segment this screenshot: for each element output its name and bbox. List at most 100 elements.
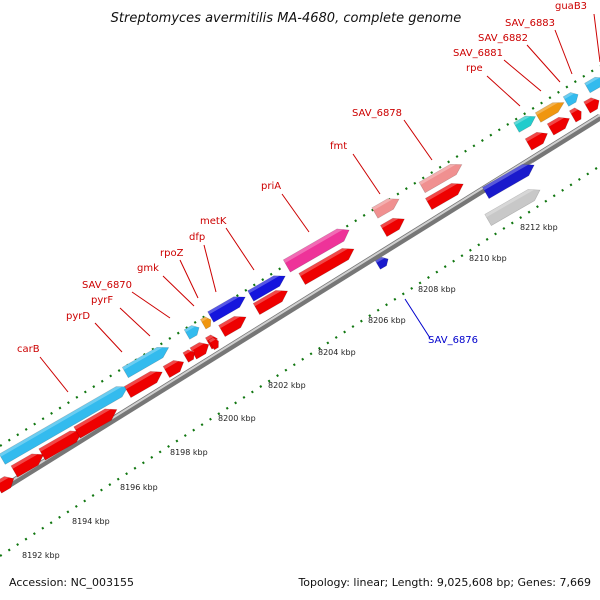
scale-tick-8196: 8196 kbp [120,483,158,492]
gene-gmk-shade [184,325,200,333]
label-leader-lines [39,13,600,393]
gene-forward-2 [38,430,83,461]
leader-SAV_6883 [554,29,573,75]
leader-SAV_6881 [503,59,542,92]
scale-tick-8202: 8202 kbp [268,381,306,390]
scale-tick-8198: 8198 kbp [170,448,208,457]
gene-guaB3-shade [584,77,600,86]
gene-rpe [513,115,536,133]
gene-SAV_6881 [534,102,565,123]
scale-tick-8194: 8194 kbp [72,517,110,526]
label-SAV_6876: SAV_6876 [428,335,478,346]
gene-forward-12 [424,183,464,211]
gene-forward-9-shade [253,288,288,307]
gene-metK2-blue [247,275,286,302]
gene-forward-small-b [208,337,219,351]
leader-gmk [162,275,195,307]
gene-forward-16 [583,97,600,114]
label-SAV_6883: SAV_6883 [505,18,555,29]
gene-forward-12-shade [425,181,464,202]
label-pyrF: pyrF [91,295,113,306]
lower-dotted-scale [0,165,600,557]
gene-metK-blue [207,296,246,323]
gene-reverse-blue-shade [482,162,535,191]
gene-forward-11-shade [380,216,405,229]
label-carB: carB [17,344,40,355]
gene-rpoZ [199,316,212,330]
gene-fmt-shade [371,196,400,211]
gene-forward-15 [568,107,582,123]
gene-forward-small-a [182,349,195,363]
scale-tick-labels: 8192 kbp 8194 kbp 8196 kbp 8198 kbp 8200 kbp… [22,223,558,560]
gene-forward-5-shade [163,359,184,370]
gene-SAV_6878 [418,163,463,194]
leader-SAV_6878 [403,119,433,161]
gene-forward-15-shade [569,107,582,114]
leader-SAV_6882 [526,44,561,83]
gene-forward-8-shade [218,314,247,329]
gene-reverse-grey [484,189,541,227]
gene-forward-5 [162,360,185,379]
gene-forward-14-shade [547,115,570,127]
scale-tick-8208: 8208 kbp [418,285,456,294]
scale-dotted-lines [0,65,600,557]
leader-fmt [352,153,381,195]
leader-priA [281,193,310,233]
gene-SAV_6878-shade [419,161,462,185]
gene-forward-10-shade [298,246,354,277]
gene-forward-7-shade [205,334,218,341]
label-pyrD: pyrD [66,311,90,322]
leader-guaB3 [593,13,600,63]
label-rpoZ: rpoZ [160,248,184,259]
label-gmk: gmk [137,263,159,274]
gene-forward-6 [189,342,210,360]
gene-forward-small-a-shade [182,349,195,356]
gene-carB [0,386,129,465]
gene-track [0,76,600,494]
accession-label: Accession: NC_003155 [9,576,134,589]
scale-tick-8206: 8206 kbp [368,316,406,325]
scale-tick-8204: 8204 kbp [318,348,356,357]
gene-pyrD-shade [122,344,169,370]
label-SAV_6882: SAV_6882 [478,33,528,44]
gene-forward-16-shade [583,97,600,105]
gene-forward-13-shade [525,130,548,142]
scale-tick-8212: 8212 kbp [520,223,558,232]
label-rpe: rpe [466,63,483,74]
gene-SAV_6876-shade [375,256,389,263]
leader-SAV_6876 [404,298,431,339]
leader-dfp [203,244,217,293]
gene-rpe-shade [513,114,536,126]
scale-tick-8200: 8200 kbp [218,414,256,423]
leader-pyrF [119,307,151,337]
gene-guaB3 [584,76,600,94]
gene-forward-3-shade [73,406,117,430]
gene-metK-blue-shade [207,294,246,315]
leader-metK [225,227,255,271]
scale-tick-8210: 8210 kbp [469,254,507,263]
leader-carB [39,356,69,393]
gene-fmt [371,198,400,219]
topology-label: Topology: linear; Length: 9,025,608 bp; … [297,576,591,589]
gene-forward-4 [123,371,163,399]
gene-priA-shade [283,227,350,263]
gene-forward-11 [379,217,405,238]
gene-SAV_6881-shade [535,100,564,116]
leader-rpoZ [179,259,199,299]
upper-dotted-scale [0,65,600,447]
gene-forward-14 [546,116,570,136]
gene-SAV_6882 [562,92,579,107]
label-priA: priA [261,181,281,192]
gene-carB-shade [0,384,128,457]
gene-gmk [183,325,200,340]
leader-rpe [486,75,521,107]
label-SAV_6870: SAV_6870 [82,280,132,291]
gene-priA [282,228,350,273]
gene-forward-3 [73,408,118,439]
gene-forward-9 [252,290,289,316]
gene-metK2-blue-shade [247,273,286,294]
gene-pyrD [121,346,170,379]
gene-reverse-blue [482,164,535,200]
